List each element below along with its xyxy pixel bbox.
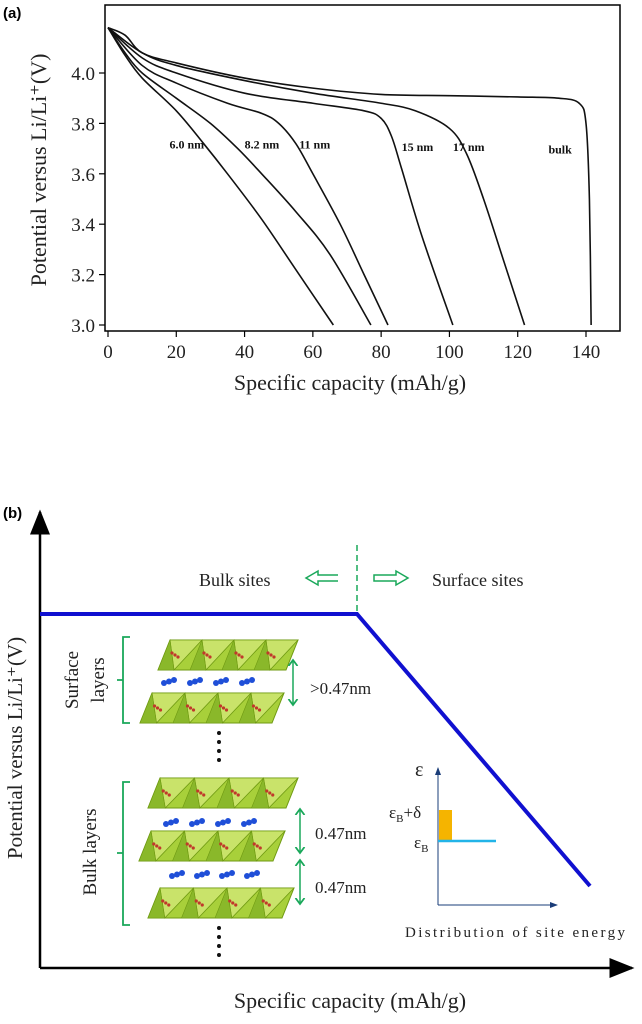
surface-spacing-label: >0.47nm [310,679,371,698]
crystal-layer [157,638,299,671]
inset-epsilon-label: ε [415,759,423,781]
series-bulk [107,26,592,326]
crystal-layer [138,829,286,862]
bulk-spacing-label-2: 0.47nm [315,878,366,897]
bulk-spacing-label-1: 0.47nm [315,824,366,843]
eps-b-delta-label: εB+δ [389,803,421,825]
crystal-layer [147,776,299,809]
curve-label: 6.0 nm [169,138,204,152]
eps-b-label: εB [414,833,428,855]
panel-a-label: (a) [3,5,21,22]
series-17-nm [107,26,526,326]
y-tick-label: 3.8 [71,114,95,135]
x-tick-label: 0 [103,342,113,363]
crystal-layer [139,691,285,724]
surface-layers-label-line1: Surface [62,651,83,709]
bulk-layers-bracket [117,781,130,926]
lithium-ions [169,870,260,879]
lithium-ions [161,677,255,686]
right-arrow-icon [373,569,410,587]
x-tick-label: 80 [372,342,391,363]
inset-x-label: Distribution of site energy [405,925,626,941]
y-axis-label: Potential versus Li/Li⁺(V) [3,637,27,859]
left-arrow-icon [304,569,338,587]
x-axis-label: Specific capacity (mAh/g) [234,988,466,1013]
panel-a-chart: (a) 0 20 40 60 80 100 120 140 3.0 3.2 3.4 3.6 3.8 4.0… [3,4,621,395]
x-tick-label: 20 [167,342,186,363]
series-8-2-nm [107,27,372,326]
y-tick-label: 3.4 [71,215,95,236]
x-tick-label: 60 [303,342,322,363]
x-tick-label: 120 [503,342,532,363]
curve-label: bulk [548,143,572,157]
ellipsis-dots [217,731,221,762]
crystal-layer [147,886,295,919]
ellipsis-dots [217,926,221,957]
lithium-ions [163,818,257,827]
curve-label: 17 nm [453,140,485,154]
curve-label: 11 nm [299,138,330,152]
site-energy-inset: ε εB+δ εB Distribution of site energy [389,759,626,941]
voltage-profile-line [40,612,592,888]
surface-layers-bracket [117,636,130,724]
x-tick-label: 100 [435,342,464,363]
x-tick-label: 140 [572,342,601,363]
y-axis-label: Potential versus Li/Li⁺(V) [26,54,51,287]
y-tick-label: 3.6 [71,165,95,186]
surface-layers-label-line2: layers [88,657,109,702]
bulk-sites-label: Bulk sites [199,570,271,590]
x-tick-label: 40 [235,342,254,363]
bulk-layers-label: Bulk layers [80,808,101,895]
y-tick-label: 4.0 [71,64,95,85]
series-11-nm [107,27,389,326]
series-15-nm [107,27,454,326]
x-axis-label: Specific capacity (mAh/g) [234,370,466,395]
curve-label: 15 nm [402,140,434,154]
surface-sites-label: Surface sites [432,570,523,590]
crystal-structure-illustration [138,638,299,957]
y-tick-label: 3.0 [71,316,95,337]
series-6-0-nm [107,27,335,326]
plot-frame [104,4,621,332]
curve-label: 8.2 nm [245,138,280,152]
panel-b-label: (b) [3,505,22,522]
y-tick-label: 3.2 [71,266,95,287]
panel-b-schematic: (b) Specific capacity (mAh/g) Potential … [3,505,635,1013]
surface-energy-bar [439,810,452,841]
